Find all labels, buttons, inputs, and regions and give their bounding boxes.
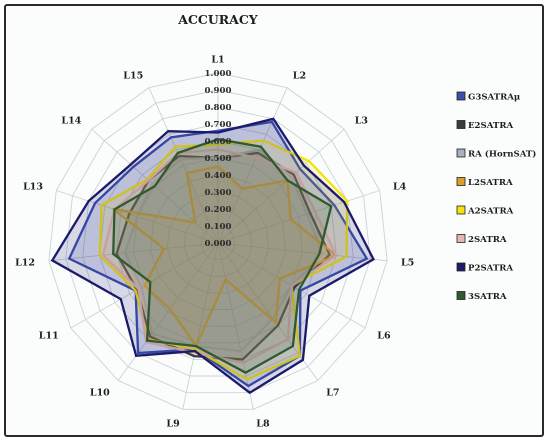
axis-label: L10 [90,387,110,398]
tick-label: 0.600 [205,137,232,147]
grid-spoke [48,242,219,262]
grid-ring [48,72,388,410]
grid-spoke [217,242,388,262]
axis-label: L11 [39,331,59,342]
tick-label: 0.800 [205,103,232,113]
legend-item: RA (HornSAT) [456,148,536,160]
grid-spoke [217,242,319,381]
grid-ring [200,225,236,261]
grid-ring [149,174,287,310]
legend: G3SATRAμ E2SATRA RA (HornSAT) L2SATRA A2SATR… [456,91,536,302]
legend-swatch [456,91,466,101]
tick-label: 0.100 [205,222,232,232]
legend-item: P2SATRA [456,262,513,274]
grid-spoke [217,190,380,244]
grid-spoke [217,242,254,410]
legend-swatch [456,205,466,215]
grid-spoke [217,128,345,244]
grid-spoke [217,87,288,244]
legend-label: 3SATRA [468,292,507,302]
legend-label: 2SATRA [468,235,507,245]
axis-label: L12 [15,258,35,269]
axis-label: L2 [293,70,306,81]
axis-label: L7 [326,387,339,398]
legend-label: L2SATRA [468,178,513,188]
legend-item: L2SATRA [456,177,513,188]
legend-item: E2SATRA [456,120,513,131]
legend-swatch [456,177,466,186]
grid-spoke [182,242,219,410]
radar-grid [48,72,388,410]
legend-item: G3SATRAμ [456,91,520,103]
legend-swatch [456,262,466,272]
axis-label: L13 [23,182,43,193]
legend-item: A2SATRA [456,205,514,217]
legend-swatch [456,148,466,158]
grid-spoke [148,87,219,244]
axis-label: L9 [166,419,180,430]
grid-ring [116,140,320,344]
axis-label: L4 [393,182,407,193]
series-ra-hornsat [123,148,325,353]
axis-label: L8 [256,419,270,430]
tick-label: 0.700 [205,120,232,130]
series-p2satra [50,117,376,395]
tick-label: 0.200 [205,205,232,215]
axis-label: L14 [61,115,81,126]
axis-label: L15 [123,70,143,81]
axis-label: L6 [377,331,391,342]
tick-label: 0.900 [205,86,232,96]
series-l2satra [112,165,339,349]
series-a2satra [98,139,349,381]
grid-ring [99,123,337,360]
legend-label: E2SATRA [468,121,513,131]
legend-item: 3SATRA [456,291,507,302]
legend-swatch [456,120,466,129]
tick-label: 0.000 [205,239,232,249]
axis-label: L1 [211,55,224,66]
axis-label: L3 [355,115,368,126]
legend-swatch [456,234,466,243]
legend-label: RA (HornSAT) [468,149,536,160]
grid-ring [65,89,371,394]
tick-label: 0.500 [205,154,232,164]
grid-ring [183,208,253,277]
series-3satra [112,138,333,375]
tick-labels: 0.000 0.100 0.200 0.300 0.400 0.500 0.600 0.700… [205,69,232,249]
legend-label: A2SATRA [467,207,514,217]
series-layer [50,117,376,395]
tick-label: 0.400 [205,171,232,181]
legend-label: P2SATRA [468,264,513,274]
legend-item: 2SATRA [456,234,507,245]
legend-label: G3SATRAμ [468,93,520,103]
axis-labels: L1 L2 L3 L4 L5 L6 L7 L8 L9 L10 L11 L12 L13 L14 L15 [15,55,414,430]
chart-title: ACCURACY [177,12,259,27]
tick-label: 0.300 [205,188,232,198]
axis-label: L5 [401,258,414,269]
legend-swatch [456,291,466,300]
grid-ring [82,106,354,377]
grid-spoke [117,242,219,381]
chart-frame [4,4,544,437]
tick-label: 1.000 [205,69,232,79]
